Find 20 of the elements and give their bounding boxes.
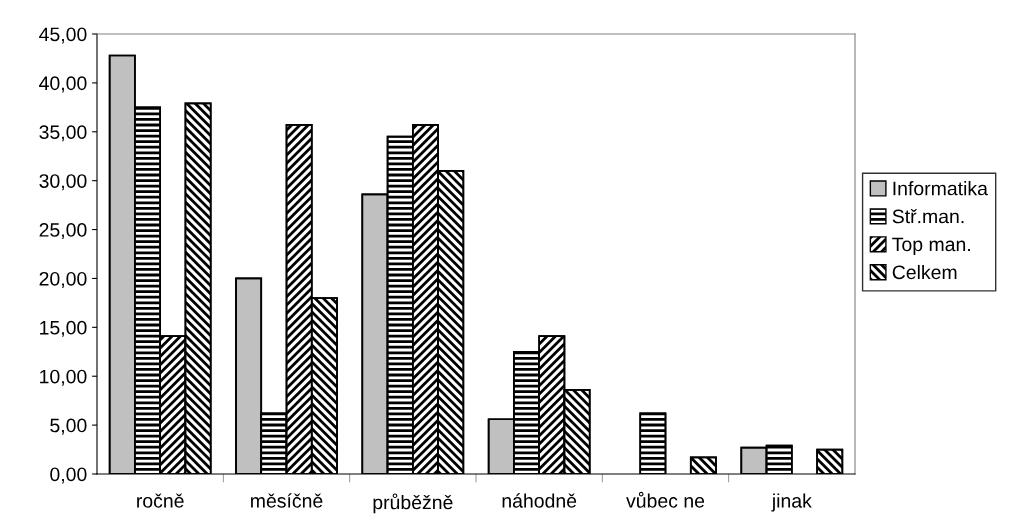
y-tick-label: 40,00 — [39, 76, 87, 93]
x-tick-label: průběžně — [373, 493, 453, 514]
x-tick-label: náhodně — [502, 493, 577, 508]
x-tick-label: měsíčně — [251, 493, 323, 508]
y-tick-label: 0,00 — [50, 467, 87, 484]
y-tick-label: 5,00 — [50, 418, 87, 435]
y-tick-label: 25,00 — [39, 223, 87, 240]
legend-label: Top man. — [892, 237, 970, 256]
y-tick-label: 10,00 — [40, 369, 87, 386]
legend-label: Informatika — [893, 181, 988, 196]
legend-label: Stř.man. — [892, 208, 964, 224]
legend-label: Celkem — [892, 264, 957, 280]
y-tick-label: 35,00 — [39, 125, 87, 142]
x-tick-label: ročně — [137, 493, 184, 508]
y-tick-label: 30,00 — [39, 174, 87, 191]
y-tick-label: 45,00 — [39, 27, 87, 44]
x-tick-label: vůbec ne — [626, 491, 705, 508]
y-tick-label: 15,00 — [40, 320, 87, 337]
y-tick-label: 20,00 — [39, 271, 87, 288]
x-tick-label: jinak — [771, 493, 812, 512]
